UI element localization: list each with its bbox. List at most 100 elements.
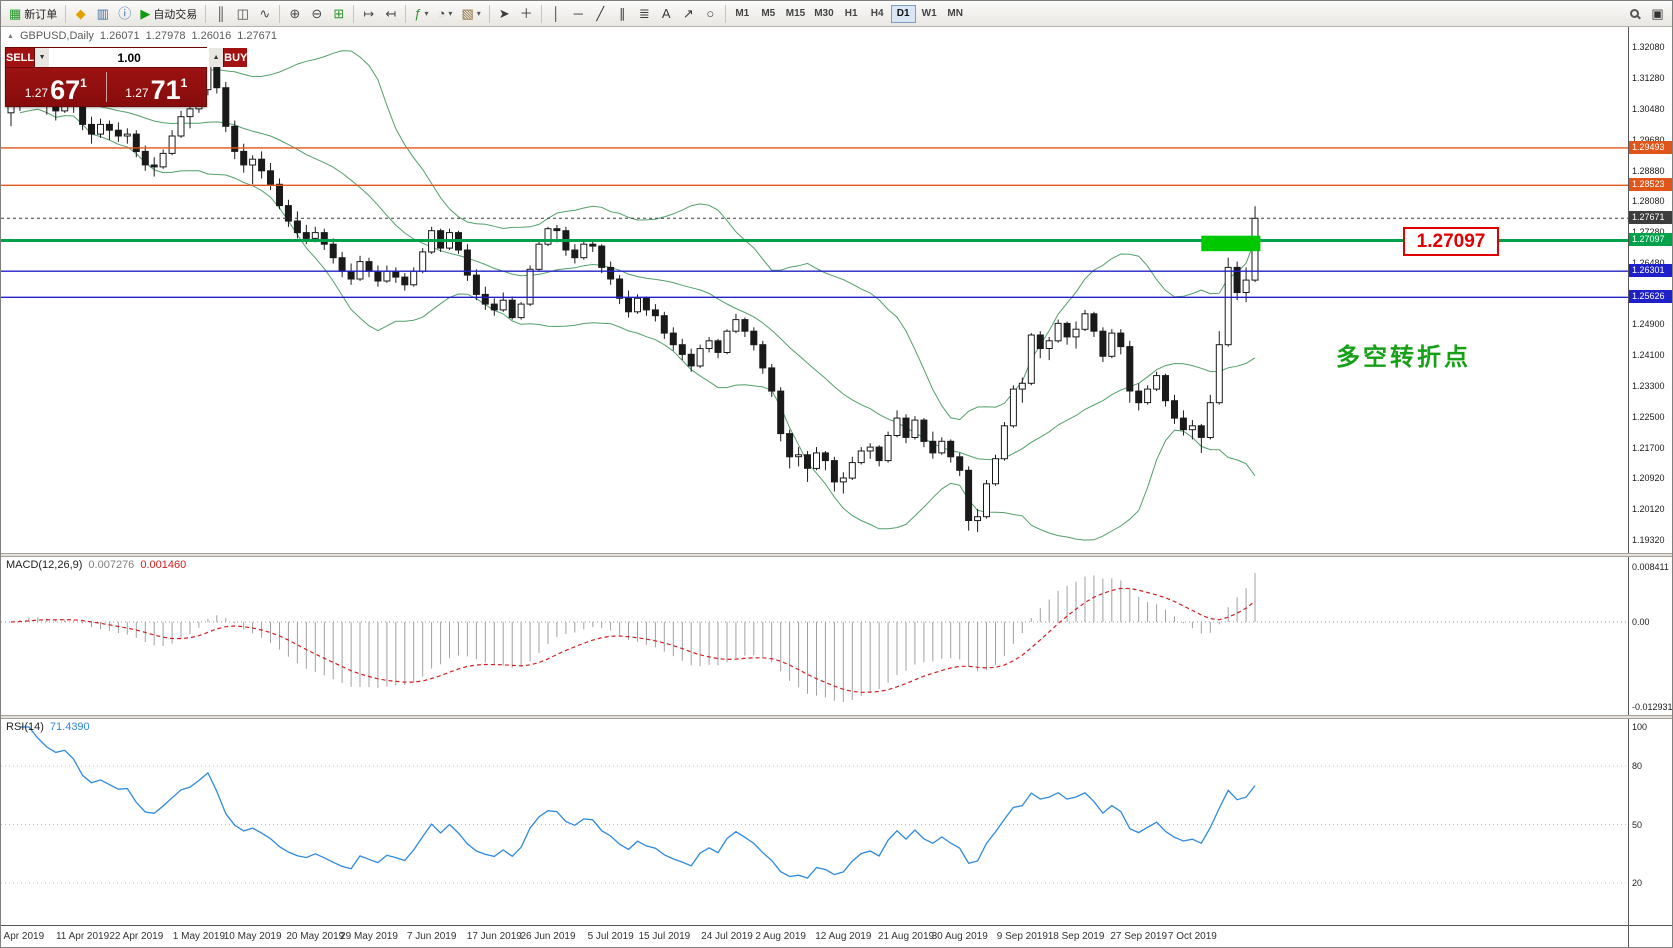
price-axis-label: 1.20120 bbox=[1632, 504, 1665, 515]
macd-main-value: 0.007276 bbox=[88, 559, 135, 571]
timeframe-h1[interactable]: H1 bbox=[839, 5, 864, 23]
cursor-button[interactable]: ➤ bbox=[494, 3, 515, 25]
channel-button[interactable]: ∥ bbox=[612, 3, 633, 25]
shapes-button[interactable]: ○ bbox=[700, 3, 721, 25]
buy-price[interactable]: 1.27 71 1 bbox=[107, 68, 207, 106]
price-tag-1.29493[interactable]: 1.29493 bbox=[1629, 140, 1672, 154]
date-label: 1 May 2019 bbox=[172, 931, 226, 942]
cursor-icon: ➤ bbox=[498, 6, 510, 21]
price-tag-1.25626[interactable]: 1.25626 bbox=[1629, 290, 1672, 304]
date-label: 2 Apr 2019 bbox=[1, 931, 45, 942]
toolbar-group: ▦ 新订单 bbox=[5, 3, 61, 25]
rsi-plot-area[interactable]: RSI(14) 71.4390 bbox=[1, 719, 1628, 925]
bar-chart-icon: ║ bbox=[216, 6, 226, 21]
price-plot-area[interactable]: ▲ GBPUSD,Daily 1.26071 1.27978 1.26016 1… bbox=[1, 27, 1628, 553]
axis-corner bbox=[1628, 926, 1672, 947]
price-tag-1.27097[interactable]: 1.27097 bbox=[1629, 233, 1672, 247]
macd-axis-label: 0.008411 bbox=[1632, 561, 1669, 572]
market-watch-icon: ▥ bbox=[96, 6, 109, 21]
timeframe-m30[interactable]: M30 bbox=[810, 5, 837, 23]
chart-windows-button[interactable]: ▣ bbox=[1647, 3, 1668, 25]
chart-shift-button[interactable]: ↤ bbox=[380, 3, 401, 25]
tile-windows-icon: ⊞ bbox=[333, 6, 345, 21]
price-level-callout[interactable]: 1.27097 bbox=[1403, 227, 1499, 256]
sell-button[interactable]: SELL bbox=[6, 48, 35, 67]
crosshair-icon: ＋ bbox=[519, 6, 533, 21]
zoom-out-button[interactable]: ⊖ bbox=[306, 3, 327, 25]
sell-price[interactable]: 1.27 67 1 bbox=[6, 68, 106, 106]
vertical-line-button[interactable]: │ bbox=[546, 3, 567, 25]
timeframe-w1[interactable]: W1 bbox=[917, 5, 942, 23]
algo-trading-button-label: 自动交易 bbox=[153, 8, 198, 21]
timeframe-m5[interactable]: M5 bbox=[756, 5, 781, 23]
highlight-rectangle[interactable] bbox=[1201, 235, 1261, 252]
trade-panel-prices: 1.27 67 1 1.27 71 1 bbox=[6, 68, 206, 106]
date-label: 11 Apr 2019 bbox=[55, 931, 110, 942]
date-label: 17 Jun 2019 bbox=[466, 931, 522, 942]
bar-chart-button[interactable]: ║ bbox=[210, 3, 231, 25]
trendline-button[interactable]: ╱ bbox=[590, 3, 611, 25]
algo-trading-button[interactable]: ▶ 自动交易 bbox=[136, 3, 201, 25]
pane-splitter[interactable] bbox=[1, 553, 1672, 557]
dropdown-arrow-icon: ▾ bbox=[424, 9, 429, 18]
macd-axis[interactable]: 0.008411 0.00 -0.012931 bbox=[1628, 557, 1672, 715]
date-label: 18 Sep 2019 bbox=[1047, 931, 1105, 942]
indicators-button[interactable]: ƒ ▾ bbox=[410, 3, 432, 25]
price-axis[interactable]: 1.32080 1.31280 1.30480 1.29680 1.28880 1.280… bbox=[1628, 27, 1672, 553]
text-button[interactable]: A bbox=[656, 3, 677, 25]
data-window-button[interactable]: ⓘ bbox=[114, 3, 135, 25]
zoom-in-button[interactable]: ⊕ bbox=[284, 3, 305, 25]
buy-button[interactable]: BUY bbox=[224, 48, 248, 67]
periods-button[interactable]: ◔ ▾ bbox=[434, 3, 457, 25]
volume-decrease-button[interactable]: ▼ bbox=[35, 48, 50, 67]
candlestick-chart-button[interactable]: ◫ bbox=[232, 3, 253, 25]
zoom-out-icon: ⊖ bbox=[311, 6, 323, 21]
new-order-button[interactable]: ▦ 新订单 bbox=[5, 3, 61, 25]
line-chart-button[interactable]: ∿ bbox=[254, 3, 275, 25]
indicators-icon: ƒ bbox=[414, 6, 422, 21]
pane-splitter[interactable] bbox=[1, 715, 1672, 719]
rsi-svg bbox=[1, 726, 1628, 884]
crosshair-button[interactable]: ＋ bbox=[516, 3, 537, 25]
timeframe-mn[interactable]: MN bbox=[943, 5, 968, 23]
macd-plot-area[interactable]: MACD(12,26,9) 0.007276 0.001460 bbox=[1, 557, 1628, 715]
templates-button[interactable]: ▧ ▾ bbox=[457, 3, 484, 25]
price-axis-label: 1.28080 bbox=[1632, 196, 1665, 207]
chinese-annotation[interactable]: 多空转折点 bbox=[1336, 344, 1471, 371]
toolbar-separator bbox=[279, 4, 281, 23]
price-tag-1.28523[interactable]: 1.28523 bbox=[1629, 178, 1672, 192]
timeframe-m15[interactable]: M15 bbox=[782, 5, 809, 23]
auto-scroll-button[interactable]: ↦ bbox=[358, 3, 379, 25]
fibonacci-button[interactable]: ≣ bbox=[634, 3, 655, 25]
arrows-button[interactable]: ↗ bbox=[678, 3, 699, 25]
volume-input[interactable] bbox=[49, 48, 210, 67]
rsi-axis-label: 80 bbox=[1632, 761, 1643, 771]
timeframe-m1[interactable]: M1 bbox=[730, 5, 755, 23]
toolbar-group: │ ─ ╱ ∥ ≣ A ↗ ○ bbox=[546, 3, 721, 25]
price-tag-1.26301[interactable]: 1.26301 bbox=[1629, 264, 1672, 278]
tile-windows-button[interactable]: ⊞ bbox=[328, 3, 349, 25]
horizontal-line-button[interactable]: ─ bbox=[568, 3, 589, 25]
price-axis-label: 1.21700 bbox=[1632, 443, 1665, 454]
toolbar-group: ↦ ↤ bbox=[358, 3, 401, 25]
algo-trading-icon: ▶ bbox=[140, 6, 151, 21]
date-label: 12 Aug 2019 bbox=[815, 931, 872, 942]
rsi-axis[interactable]: 100 80 50 20 bbox=[1628, 719, 1672, 925]
timeframe-d1[interactable]: D1 bbox=[890, 4, 916, 23]
timeframe-h4[interactable]: H4 bbox=[865, 5, 890, 23]
price-axis-label: 1.20920 bbox=[1632, 473, 1665, 484]
date-label: 9 Sep 2019 bbox=[996, 931, 1048, 942]
rsi-axis-label: 100 bbox=[1632, 722, 1648, 732]
market-watch-button[interactable]: ▥ bbox=[92, 3, 113, 25]
windows-icon: ▣ bbox=[1651, 6, 1664, 21]
volume-increase-button[interactable]: ▲ bbox=[209, 48, 224, 67]
profiles-button[interactable]: ◆ bbox=[70, 3, 91, 25]
price-tag-1.27671[interactable]: 1.27671 bbox=[1629, 211, 1672, 225]
toolbar-separator bbox=[353, 4, 355, 23]
toolbar-right: ▣ bbox=[1624, 3, 1668, 25]
search-button[interactable] bbox=[1624, 3, 1645, 25]
toolbar-separator bbox=[65, 4, 67, 23]
price-axis-label: 1.23300 bbox=[1632, 381, 1665, 392]
